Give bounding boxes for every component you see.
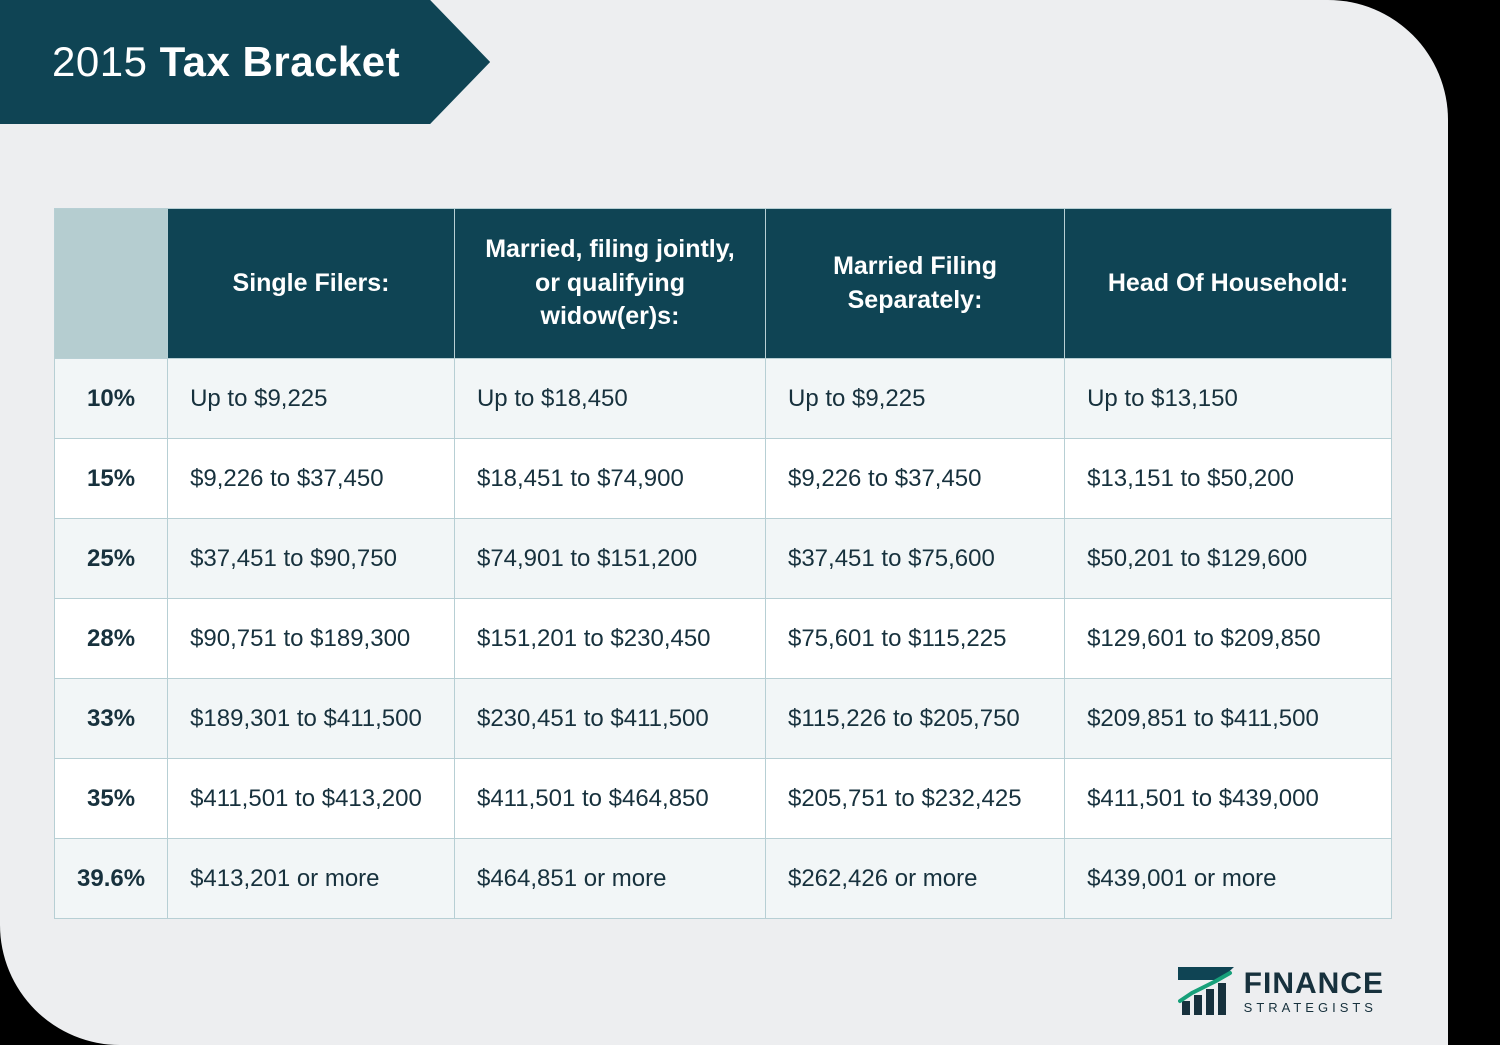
- rate-cell: 10%: [55, 359, 168, 439]
- logo-line1: FINANCE: [1244, 969, 1384, 999]
- rate-cell: 35%: [55, 759, 168, 839]
- table-cell: $115,226 to $205,750: [765, 679, 1064, 759]
- table-cell: $18,451 to $74,900: [454, 439, 765, 519]
- table-header-hoh: Head Of Household:: [1065, 209, 1392, 359]
- logo-text: FINANCE STRATEGISTS: [1244, 969, 1384, 1014]
- rate-cell: 39.6%: [55, 839, 168, 919]
- table-row: 35% $411,501 to $413,200 $411,501 to $46…: [55, 759, 1392, 839]
- table-cell: $9,226 to $37,450: [765, 439, 1064, 519]
- brand-logo: FINANCE STRATEGISTS: [1178, 967, 1384, 1015]
- table-cell: $37,451 to $75,600: [765, 519, 1064, 599]
- table-cell: $411,501 to $439,000: [1065, 759, 1392, 839]
- table-cell: $413,201 or more: [168, 839, 455, 919]
- logo-mark-icon: [1178, 967, 1234, 1015]
- table-row: 10% Up to $9,225 Up to $18,450 Up to $9,…: [55, 359, 1392, 439]
- rate-cell: 25%: [55, 519, 168, 599]
- rate-cell: 15%: [55, 439, 168, 519]
- table-row: 33% $189,301 to $411,500 $230,451 to $41…: [55, 679, 1392, 759]
- table-cell: $464,851 or more: [454, 839, 765, 919]
- table-cell: $129,601 to $209,850: [1065, 599, 1392, 679]
- card: 2015 Tax Bracket Single Filers: Married,…: [0, 0, 1448, 1045]
- table-cell: $205,751 to $232,425: [765, 759, 1064, 839]
- table-header-separate: Married Filing Separately:: [765, 209, 1064, 359]
- title-year: 2015: [52, 38, 147, 85]
- table-cell: $90,751 to $189,300: [168, 599, 455, 679]
- table-cell: $50,201 to $129,600: [1065, 519, 1392, 599]
- table-cell: $262,426 or more: [765, 839, 1064, 919]
- table-cell: $9,226 to $37,450: [168, 439, 455, 519]
- rate-cell: 33%: [55, 679, 168, 759]
- table-row: 25% $37,451 to $90,750 $74,901 to $151,2…: [55, 519, 1392, 599]
- table-cell: Up to $18,450: [454, 359, 765, 439]
- table-cell: $189,301 to $411,500: [168, 679, 455, 759]
- table-row: 15% $9,226 to $37,450 $18,451 to $74,900…: [55, 439, 1392, 519]
- table-row: 39.6% $413,201 or more $464,851 or more …: [55, 839, 1392, 919]
- table-cell: $74,901 to $151,200: [454, 519, 765, 599]
- table-cell: Up to $9,225: [765, 359, 1064, 439]
- table-header-single: Single Filers:: [168, 209, 455, 359]
- title-banner: 2015 Tax Bracket: [0, 0, 490, 124]
- table-cell: $230,451 to $411,500: [454, 679, 765, 759]
- table-cell: $411,501 to $413,200: [168, 759, 455, 839]
- tax-bracket-table: Single Filers: Married, filing jointly, …: [54, 208, 1392, 919]
- table-cell: $151,201 to $230,450: [454, 599, 765, 679]
- table-container: Single Filers: Married, filing jointly, …: [54, 208, 1392, 919]
- title-label: Tax Bracket: [160, 38, 401, 85]
- table-cell: $411,501 to $464,850: [454, 759, 765, 839]
- table-row: 28% $90,751 to $189,300 $151,201 to $230…: [55, 599, 1392, 679]
- logo-line2: STRATEGISTS: [1244, 1001, 1384, 1014]
- table-cell: $75,601 to $115,225: [765, 599, 1064, 679]
- table-cell: $439,001 or more: [1065, 839, 1392, 919]
- table-header-corner: [55, 209, 168, 359]
- table-cell: Up to $13,150: [1065, 359, 1392, 439]
- table-header-joint: Married, filing jointly, or qualifying w…: [454, 209, 765, 359]
- table-cell: $37,451 to $90,750: [168, 519, 455, 599]
- page-title: 2015 Tax Bracket: [52, 38, 400, 86]
- table-header-row: Single Filers: Married, filing jointly, …: [55, 209, 1392, 359]
- table-cell: Up to $9,225: [168, 359, 455, 439]
- rate-cell: 28%: [55, 599, 168, 679]
- table-cell: $13,151 to $50,200: [1065, 439, 1392, 519]
- table-cell: $209,851 to $411,500: [1065, 679, 1392, 759]
